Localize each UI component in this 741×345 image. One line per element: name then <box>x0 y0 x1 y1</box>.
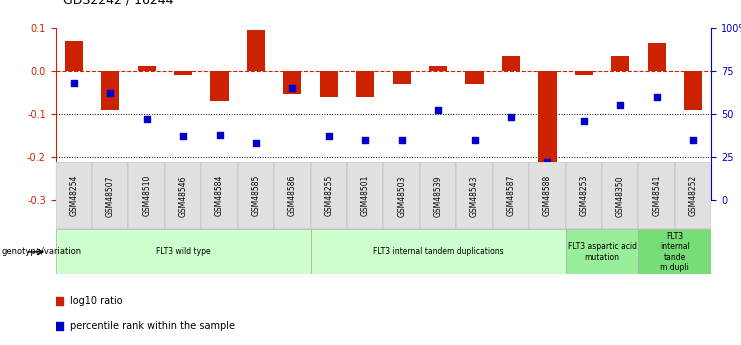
FancyBboxPatch shape <box>274 162 310 229</box>
FancyBboxPatch shape <box>675 162 711 229</box>
Text: GSM48253: GSM48253 <box>579 175 588 216</box>
Bar <box>138 66 156 71</box>
Point <box>505 115 517 120</box>
Text: GSM48507: GSM48507 <box>106 175 115 217</box>
Bar <box>101 71 119 110</box>
FancyBboxPatch shape <box>56 229 310 274</box>
FancyBboxPatch shape <box>92 162 128 229</box>
Point <box>614 102 626 108</box>
FancyBboxPatch shape <box>165 162 202 229</box>
Text: GSM48541: GSM48541 <box>652 175 661 216</box>
Point <box>432 108 444 113</box>
Point <box>542 159 554 165</box>
Point <box>213 132 225 137</box>
Point <box>359 137 371 142</box>
Bar <box>502 56 520 71</box>
Text: percentile rank within the sample: percentile rank within the sample <box>70 321 236 331</box>
Bar <box>283 71 302 95</box>
FancyBboxPatch shape <box>565 162 602 229</box>
FancyBboxPatch shape <box>56 162 92 229</box>
FancyBboxPatch shape <box>347 162 384 229</box>
FancyBboxPatch shape <box>456 162 493 229</box>
FancyBboxPatch shape <box>565 229 639 274</box>
FancyBboxPatch shape <box>602 162 639 229</box>
Point <box>323 134 335 139</box>
Point <box>177 134 189 139</box>
FancyBboxPatch shape <box>238 162 274 229</box>
Bar <box>429 66 448 71</box>
FancyBboxPatch shape <box>493 162 529 229</box>
Text: genotype/variation: genotype/variation <box>1 247 82 256</box>
Bar <box>393 71 411 84</box>
Text: GSM48539: GSM48539 <box>433 175 442 217</box>
Text: GSM48501: GSM48501 <box>361 175 370 216</box>
Text: GSM48586: GSM48586 <box>288 175 297 216</box>
Point <box>468 137 480 142</box>
Text: GSM48588: GSM48588 <box>543 175 552 216</box>
FancyBboxPatch shape <box>529 162 565 229</box>
FancyBboxPatch shape <box>202 162 238 229</box>
Bar <box>210 71 229 101</box>
Text: GSM48584: GSM48584 <box>215 175 224 216</box>
FancyBboxPatch shape <box>384 162 420 229</box>
FancyBboxPatch shape <box>420 162 456 229</box>
Bar <box>648 43 666 71</box>
Point <box>141 116 153 122</box>
Bar <box>575 71 593 75</box>
Bar <box>319 71 338 97</box>
Text: FLT3 aspartic acid
mutation: FLT3 aspartic acid mutation <box>568 242 637 262</box>
Text: GSM48503: GSM48503 <box>397 175 406 217</box>
Point <box>104 90 116 96</box>
FancyBboxPatch shape <box>310 162 347 229</box>
Bar <box>538 71 556 166</box>
Bar <box>611 56 629 71</box>
Point <box>396 137 408 142</box>
Text: log10 ratio: log10 ratio <box>70 296 123 306</box>
Bar <box>64 41 83 71</box>
Text: FLT3 wild type: FLT3 wild type <box>156 247 210 256</box>
FancyBboxPatch shape <box>639 162 675 229</box>
Point <box>651 94 662 99</box>
Point <box>687 137 699 142</box>
Bar <box>684 71 702 110</box>
Text: GSM48587: GSM48587 <box>507 175 516 216</box>
FancyBboxPatch shape <box>128 162 165 229</box>
Text: GSM48252: GSM48252 <box>688 175 697 216</box>
FancyBboxPatch shape <box>639 229 711 274</box>
Text: GSM48546: GSM48546 <box>179 175 187 217</box>
Bar <box>465 71 484 84</box>
Text: GSM48254: GSM48254 <box>70 175 79 216</box>
Text: GSM48510: GSM48510 <box>142 175 151 216</box>
Point <box>287 85 299 91</box>
Bar <box>174 71 192 75</box>
Text: GDS2242 / 16244: GDS2242 / 16244 <box>63 0 173 7</box>
Text: GSM48543: GSM48543 <box>470 175 479 217</box>
Point <box>68 80 80 86</box>
Bar <box>247 30 265 71</box>
Text: FLT3
internal
tande
m dupli: FLT3 internal tande m dupli <box>660 232 690 272</box>
FancyBboxPatch shape <box>310 229 565 274</box>
Text: GSM48350: GSM48350 <box>616 175 625 217</box>
Point <box>250 140 262 146</box>
Text: FLT3 internal tandem duplications: FLT3 internal tandem duplications <box>373 247 503 256</box>
Bar <box>356 71 374 97</box>
Text: GSM48585: GSM48585 <box>251 175 260 216</box>
Text: GSM48255: GSM48255 <box>325 175 333 216</box>
Point <box>578 118 590 124</box>
